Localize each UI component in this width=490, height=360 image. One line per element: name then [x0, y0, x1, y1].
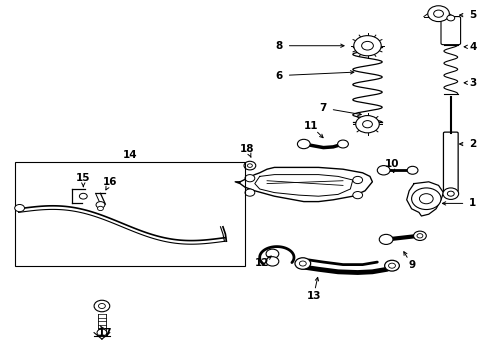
Circle shape — [377, 166, 390, 175]
Circle shape — [353, 176, 363, 184]
Circle shape — [419, 194, 433, 204]
Text: 3: 3 — [469, 78, 476, 88]
Text: 10: 10 — [385, 159, 399, 169]
Text: 9: 9 — [408, 260, 415, 270]
Circle shape — [447, 191, 454, 196]
Text: 17: 17 — [98, 328, 113, 338]
Text: 4: 4 — [469, 42, 477, 52]
Text: 13: 13 — [306, 291, 321, 301]
Circle shape — [15, 204, 24, 212]
Circle shape — [98, 206, 103, 211]
Text: 12: 12 — [255, 258, 270, 268]
Text: 1: 1 — [469, 198, 476, 208]
Circle shape — [247, 164, 252, 167]
FancyBboxPatch shape — [441, 17, 461, 45]
Circle shape — [362, 41, 373, 50]
Circle shape — [434, 10, 443, 17]
Circle shape — [266, 249, 279, 258]
Bar — [15, 162, 245, 266]
Text: 11: 11 — [304, 121, 318, 131]
Circle shape — [363, 121, 372, 128]
Text: 18: 18 — [240, 144, 255, 154]
Circle shape — [428, 6, 449, 22]
Circle shape — [353, 192, 363, 199]
Circle shape — [414, 231, 426, 240]
Circle shape — [299, 261, 306, 266]
Text: 15: 15 — [76, 173, 91, 183]
Circle shape — [94, 300, 110, 312]
Circle shape — [295, 258, 311, 269]
Circle shape — [245, 189, 255, 196]
Text: 7: 7 — [319, 103, 327, 113]
Text: 6: 6 — [276, 71, 283, 81]
Circle shape — [407, 166, 418, 174]
Circle shape — [297, 139, 310, 149]
Circle shape — [417, 234, 423, 238]
FancyBboxPatch shape — [443, 132, 458, 192]
Text: 8: 8 — [276, 41, 283, 51]
Circle shape — [389, 263, 395, 268]
Circle shape — [447, 15, 455, 21]
Circle shape — [354, 36, 381, 56]
Text: 5: 5 — [469, 10, 476, 20]
Circle shape — [96, 202, 105, 208]
Circle shape — [356, 116, 379, 133]
Text: 2: 2 — [469, 139, 476, 149]
Circle shape — [97, 329, 107, 336]
Text: 16: 16 — [103, 177, 118, 187]
Circle shape — [443, 188, 459, 199]
Circle shape — [244, 161, 256, 170]
Circle shape — [338, 140, 348, 148]
Circle shape — [98, 303, 105, 309]
Circle shape — [266, 257, 279, 266]
Circle shape — [79, 193, 87, 199]
Text: 14: 14 — [122, 150, 137, 160]
Polygon shape — [407, 182, 443, 216]
Circle shape — [412, 188, 441, 210]
Circle shape — [385, 260, 399, 271]
Circle shape — [379, 234, 393, 244]
Circle shape — [245, 175, 255, 182]
